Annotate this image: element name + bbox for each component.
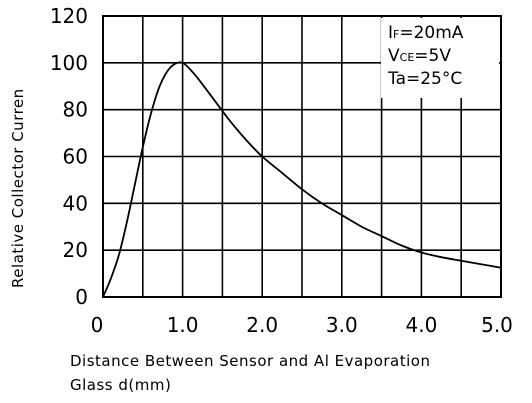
x-tick-label: 0 [91,313,104,337]
conditions-legend: IF=20mA VCE=5V Ta=25°C [381,18,499,98]
y-tick-label: 80 [63,98,88,122]
y-tick-label: 40 [63,191,88,215]
x-tick-label: 4.0 [405,313,437,337]
plot-frame [102,15,502,298]
x-tick-label: 2.0 [246,313,278,337]
y-tick-label: 20 [63,238,88,262]
condition-label: VCE=5V [388,46,451,66]
x-tick-label: 5.0 [481,313,513,337]
y-tick-label: 60 [63,145,88,169]
x-axis-label-line2: Glass d(mm) [70,376,171,394]
x-tick-label: 1.0 [167,313,199,337]
condition-label: Ta=25°C [387,69,462,89]
x-tick-labels: 0 1.0 2.0 3.0 4.0 5.0 [91,313,513,337]
y-tick-labels: 0 20 40 60 80 100 120 [50,4,88,309]
series-line [102,61,502,298]
legend-background [381,18,499,98]
y-axis-label: Relative Collector Curren [9,88,27,288]
y-tick-label: 100 [50,51,88,75]
x-axis-label-line1: Distance Between Sensor and Al Evaporati… [70,352,430,370]
y-tick-label: 120 [50,4,88,28]
y-tick-label: 0 [75,285,88,309]
condition-label: IF=20mA [388,23,464,43]
x-tick-label: 3.0 [326,313,358,337]
